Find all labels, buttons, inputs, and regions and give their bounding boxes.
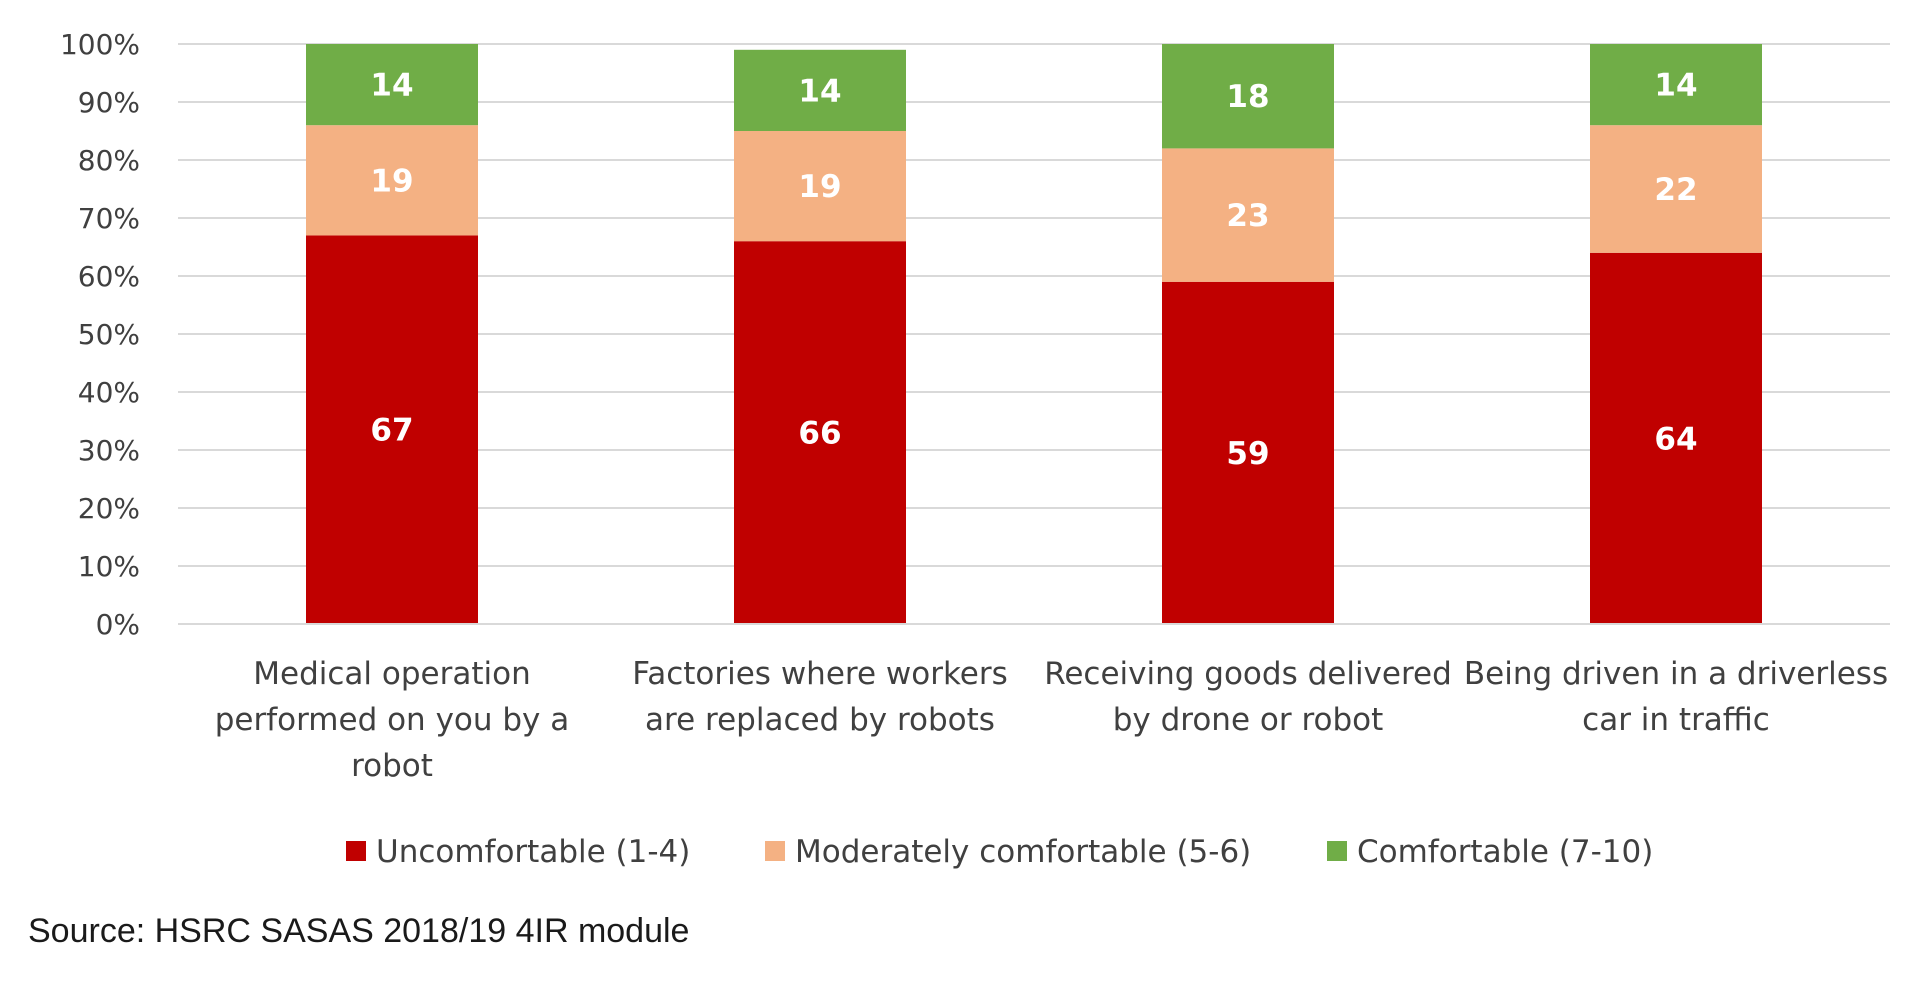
- bar-segment: [1590, 44, 1762, 126]
- y-tick-label: 0%: [96, 608, 140, 641]
- x-category-label: Medical operation: [253, 656, 530, 692]
- data-label: 14: [798, 73, 841, 109]
- data-label: 66: [798, 416, 841, 452]
- legend-label: Comfortable (7-10): [1357, 834, 1653, 870]
- y-tick-label: 20%: [78, 492, 140, 525]
- y-tick-label: 50%: [78, 318, 140, 351]
- data-labels: 67 19 14 66 19 14 59 23 18 64 22 14: [370, 68, 1697, 472]
- data-label: 14: [1654, 68, 1697, 104]
- legend-label: Moderately comfortable (5-6): [795, 834, 1251, 870]
- x-category-label: robot: [351, 748, 433, 784]
- legend: Uncomfortable (1-4) Moderately comfortabl…: [346, 834, 1653, 870]
- bar-segment: [306, 44, 478, 126]
- bar-segment: [1162, 148, 1334, 282]
- source-note: Source: HSRC SASAS 2018/19 4IR module: [28, 912, 690, 950]
- bar-segment: [734, 131, 906, 242]
- data-label: 22: [1654, 172, 1697, 208]
- x-category-label: are replaced by robots: [645, 702, 995, 738]
- data-label: 64: [1654, 421, 1697, 457]
- bar-segment: [1590, 125, 1762, 253]
- x-category-label: Being driven in a driverless: [1464, 656, 1888, 692]
- legend-swatch: [346, 841, 366, 861]
- x-axis-category-labels: Medical operation performed on you by a ro…: [215, 656, 1888, 784]
- bars: [306, 44, 1762, 625]
- y-tick-label: 90%: [78, 86, 140, 119]
- y-tick-label: 70%: [78, 202, 140, 235]
- y-tick-label: 60%: [78, 260, 140, 293]
- bar-segment: [306, 125, 478, 236]
- bar-segment: [306, 235, 478, 624]
- bar-segment: [734, 49, 906, 131]
- legend-swatch: [765, 841, 785, 861]
- data-label: 59: [1226, 436, 1269, 472]
- data-label: 14: [370, 68, 413, 104]
- x-category-label: by drone or robot: [1113, 702, 1384, 738]
- y-tick-label: 10%: [78, 550, 140, 583]
- y-tick-label: 80%: [78, 144, 140, 177]
- data-label: 19: [370, 163, 413, 199]
- x-category-label: performed on you by a: [215, 702, 570, 738]
- data-label: 18: [1226, 79, 1269, 115]
- y-tick-label: 40%: [78, 376, 140, 409]
- data-label: 23: [1226, 198, 1269, 234]
- x-category-label: Receiving goods delivered: [1044, 656, 1452, 692]
- bar-segment: [1590, 252, 1762, 625]
- bar-segment: [734, 241, 906, 624]
- bar-segment: [1162, 44, 1334, 149]
- y-axis-ticks: 0% 10% 20% 30% 40% 50% 60% 70% 80% 90% 100%: [60, 28, 140, 641]
- legend-label: Uncomfortable (1-4): [376, 834, 690, 870]
- y-tick-label: 100%: [60, 28, 140, 61]
- data-label: 67: [370, 413, 413, 449]
- legend-swatch: [1327, 841, 1347, 861]
- data-label: 19: [798, 169, 841, 205]
- y-tick-label: 30%: [78, 434, 140, 467]
- bar-segment: [1162, 281, 1334, 624]
- x-category-label: Factories where workers: [632, 656, 1008, 692]
- x-category-label: car in traffic: [1582, 702, 1770, 738]
